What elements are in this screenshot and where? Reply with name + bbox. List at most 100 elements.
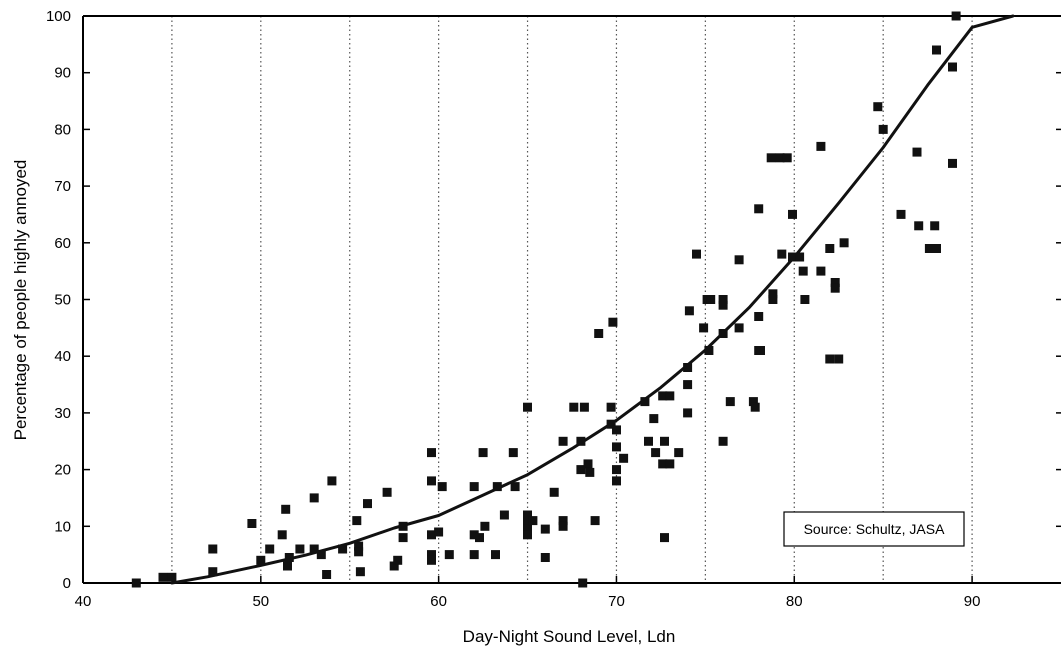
data-point-20	[354, 541, 364, 551]
data-point-139	[948, 158, 957, 168]
x-tick-label-40: 40	[75, 593, 92, 610]
data-point-76	[619, 453, 629, 463]
data-point-70	[606, 419, 616, 429]
data-point-26	[393, 555, 403, 565]
y-tick-labels: 0 10 20 30 40 50 60 70 80 90 100	[46, 8, 71, 592]
data-point-131	[896, 209, 906, 219]
annotation-box	[783, 511, 965, 547]
data-point-101	[725, 397, 735, 407]
data-point-17	[327, 476, 337, 486]
data-point-84	[660, 533, 669, 543]
y-tick-label-100: 100	[46, 8, 71, 25]
data-point-40	[475, 533, 484, 543]
data-point-12	[295, 544, 305, 554]
data-point-1	[158, 572, 168, 582]
data-point-95	[704, 346, 714, 355]
data-point-75	[612, 476, 621, 486]
data-point-82	[658, 459, 668, 469]
data-point-41	[478, 448, 488, 458]
data-point-33	[427, 555, 436, 565]
data-point-7	[265, 544, 275, 554]
data-point-72	[612, 425, 621, 435]
y-tick-label-60: 60	[54, 235, 71, 252]
data-point-65	[583, 459, 593, 469]
data-point-11	[284, 553, 294, 562]
data-point-5	[247, 519, 257, 528]
data-point-69	[606, 402, 616, 412]
data-point-125	[830, 278, 840, 287]
data-point-100	[718, 436, 728, 446]
data-point-3	[208, 544, 218, 554]
data-point-133	[914, 221, 924, 231]
data-point-79	[649, 414, 659, 424]
data-point-85	[665, 391, 675, 401]
data-point-87	[674, 448, 684, 458]
data-point-116	[788, 209, 797, 219]
data-point-90	[683, 363, 693, 372]
data-point-89	[683, 380, 693, 390]
data-point-16	[322, 570, 332, 579]
data-point-61	[576, 436, 586, 446]
y-tick-label-80: 80	[54, 121, 71, 138]
x-axis-title: Day-Night Sound Level, Ldn	[463, 627, 676, 646]
data-point-66	[585, 467, 595, 477]
data-point-127	[834, 354, 844, 364]
annotation-text: Source: Schultz, JASA	[804, 521, 946, 537]
data-point-30	[427, 476, 436, 486]
data-point-14	[309, 544, 319, 554]
data-point-24	[382, 487, 392, 497]
data-point-83	[660, 436, 669, 446]
data-point-49	[523, 510, 532, 520]
data-point-15	[316, 550, 326, 560]
y-tick-label-70: 70	[54, 178, 71, 195]
data-point-34	[434, 527, 444, 537]
data-point-110	[766, 153, 776, 163]
data-point-129	[873, 102, 883, 112]
data-point-44	[492, 482, 502, 492]
data-point-88	[683, 408, 693, 418]
data-point-50	[523, 519, 532, 528]
data-point-77	[640, 397, 650, 407]
data-point-48	[523, 402, 532, 412]
data-point-67	[590, 516, 600, 526]
data-point-96	[706, 295, 716, 304]
data-point-109	[756, 346, 765, 355]
data-point-123	[825, 244, 835, 253]
data-point-115	[782, 153, 792, 163]
data-point-45	[499, 510, 509, 520]
x-tick-label-90: 90	[964, 593, 981, 610]
data-point-136	[932, 244, 941, 253]
data-point-10	[283, 561, 292, 571]
data-point-103	[734, 255, 744, 265]
data-point-97	[718, 300, 728, 310]
data-point-13	[309, 493, 319, 503]
source-annotation: Source: Schultz, JASA	[783, 511, 965, 547]
data-point-114	[777, 249, 787, 259]
data-point-118	[795, 252, 805, 262]
data-point-64	[579, 402, 589, 412]
fit-curve-layer	[170, 14, 1015, 585]
data-point-28	[398, 533, 408, 543]
data-point-104	[748, 397, 758, 407]
data-point-35	[437, 482, 447, 492]
data-point-54	[540, 524, 550, 534]
data-point-120	[800, 295, 810, 304]
data-point-9	[281, 504, 291, 514]
data-point-27	[398, 521, 408, 531]
data-point-130	[878, 124, 888, 134]
y-axis-title: Percentage of people highly annoyed	[11, 160, 30, 441]
x-tick-label-70: 70	[608, 593, 625, 610]
data-point-21	[354, 547, 364, 557]
data-point-18	[338, 544, 348, 554]
data-point-78	[644, 436, 653, 446]
data-points	[131, 11, 961, 588]
data-point-124	[825, 354, 835, 364]
data-point-137	[932, 45, 941, 55]
data-point-140	[951, 11, 961, 21]
x-tick-labels: 40 50 60 70 80 90	[75, 593, 981, 610]
data-point-73	[612, 442, 621, 452]
data-point-86	[665, 459, 675, 469]
data-point-126	[830, 283, 840, 293]
data-point-56	[549, 487, 559, 497]
